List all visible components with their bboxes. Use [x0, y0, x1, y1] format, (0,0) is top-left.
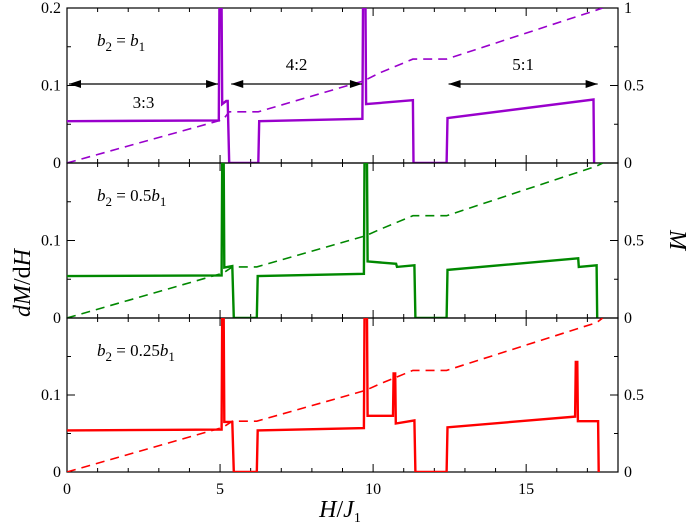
phase-arrow-4-2: 4:2	[231, 55, 362, 88]
x-tick-label: 10	[365, 481, 381, 498]
panel-label: b2 = 0.25b1	[97, 341, 175, 364]
panels: 0 0.1 0.2 0 0.5 1 b2 = b1 3:3 4:2 5:1 0 0.1 0 0.5 b2 =…	[41, 0, 644, 498]
panel-3: 0 0.1 0 0.5 b2 = 0.25b1	[41, 317, 644, 481]
arrow-head-left	[448, 80, 461, 88]
phase-arrow-5-1: 5:1	[448, 55, 598, 88]
phase-arrow-3-3: 3:3	[69, 80, 219, 112]
panel-label: b2 = b1	[97, 31, 145, 54]
y-tick-label-right: 0.5	[624, 78, 644, 95]
y-axis-label-right: M	[664, 229, 689, 252]
x-axis-label: H/J1	[318, 497, 361, 526]
arrow-head-right	[349, 80, 362, 88]
panel-1: 0 0.1 0.2 0 0.5 1 b2 = b1 3:3 4:2 5:1	[41, 0, 644, 172]
arrow-head-left	[69, 80, 81, 88]
y-tick-label-left: 0.1	[41, 387, 61, 404]
phase-label: 3:3	[133, 93, 155, 112]
arrow-head-right	[585, 80, 598, 88]
y-tick-label-right: 0.5	[624, 233, 644, 250]
y-tick-label-right: 0	[624, 464, 632, 481]
arrow-head-right	[206, 80, 219, 88]
y-axis-label-left: dM/dH	[10, 247, 36, 317]
x-tick-label: 0	[63, 481, 71, 498]
y-tick-label-right: 0	[624, 310, 632, 327]
y-tick-label-left: 0.2	[41, 0, 61, 17]
y-tick-label-right: 0.5	[624, 387, 644, 404]
y-tick-label-left: 0.1	[41, 233, 61, 250]
svg-text:H/J1: H/J1	[318, 497, 361, 526]
svg-text:M: M	[664, 229, 689, 252]
y-tick-label-left: 0	[53, 155, 61, 172]
svg-text:dM/dH: dM/dH	[10, 247, 36, 317]
y-tick-label-left: 0	[53, 464, 61, 481]
phase-label: 4:2	[286, 55, 308, 74]
panel-frame	[66, 7, 619, 164]
x-tick-label: 15	[518, 481, 534, 498]
series-M	[67, 8, 603, 163]
panel-label: b2 = 0.5b1	[97, 186, 166, 209]
series-dMdH	[67, 318, 600, 472]
phase-label: 5:1	[512, 55, 534, 74]
y-tick-label-right: 1	[624, 0, 632, 17]
y-tick-label-right: 0	[624, 155, 632, 172]
y-tick-label-left: 0	[53, 310, 61, 327]
x-tick-label: 5	[216, 481, 224, 498]
series-dMdH	[67, 163, 599, 318]
series-M	[67, 163, 604, 318]
y-tick-label-left: 0.1	[41, 78, 61, 95]
series-dMdH	[67, 8, 596, 163]
series-M	[67, 318, 604, 472]
panel-2: 0 0.1 0 0.5 b2 = 0.5b1	[41, 162, 644, 327]
arrow-head-left	[231, 80, 244, 88]
